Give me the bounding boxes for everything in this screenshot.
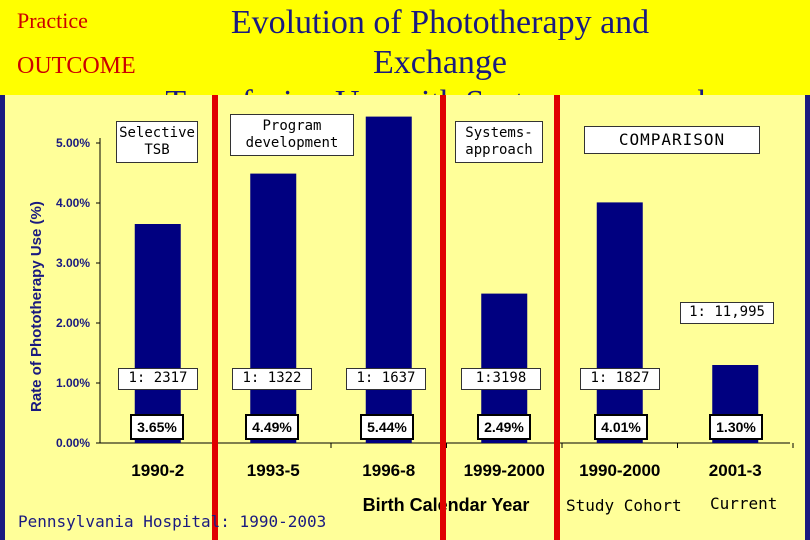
ratio-2001-3: 1: 11,995 — [680, 302, 774, 324]
x-tick-label: 1990-2000 — [579, 461, 660, 480]
ratio-1990-2: 1: 2317 — [118, 368, 198, 390]
x-tick-label: 1999-2000 — [464, 461, 545, 480]
ratio-1996-8: 1: 1637 — [346, 368, 426, 390]
ratio-1993-5: 1: 1322 — [232, 368, 312, 390]
phase-selective-tsb: Selective TSB — [116, 121, 198, 163]
ratio-1990-2000: 1: 1827 — [580, 368, 660, 390]
x-tick-label: 1996-8 — [362, 461, 415, 480]
outcome-label: OUTCOME — [17, 53, 136, 79]
current-note: Current — [710, 494, 778, 513]
hospital-footnote: Pennsylvania Hospital: 1990-2003 — [18, 512, 327, 531]
value-label-1993-5: 4.49% — [245, 414, 299, 440]
value-label-1990-2000: 4.01% — [594, 414, 648, 440]
y-tick-label: 2.00% — [56, 316, 90, 330]
study-cohort-note: Study Cohort — [566, 496, 682, 515]
practice-label: Practice — [17, 8, 88, 33]
ratio-1999-2000: 1:3198 — [461, 368, 541, 390]
phase-program-development: Program development — [230, 114, 354, 156]
y-tick-label: 1.00% — [56, 376, 90, 390]
y-tick-label: 5.00% — [56, 136, 90, 150]
y-tick-label: 4.00% — [56, 196, 90, 210]
comparison-label: COMPARISON — [584, 126, 760, 154]
value-label-1999-2000: 2.49% — [477, 414, 531, 440]
x-tick-label: 1990-2 — [131, 461, 184, 480]
left-border — [0, 0, 5, 540]
x-tick-label: 1993-5 — [247, 461, 300, 480]
bar-1990-2 — [134, 224, 181, 443]
y-axis-label: Rate of Phototherapy Use (%) — [28, 201, 45, 412]
phase-systems-approach: Systems-approach — [455, 121, 543, 163]
x-tick-label: 2001-3 — [709, 461, 762, 480]
y-tick-label: 3.00% — [56, 256, 90, 270]
y-tick-label: 0.00% — [56, 436, 90, 450]
value-label-2001-3: 1.30% — [709, 414, 763, 440]
value-label-1990-2: 3.65% — [130, 414, 184, 440]
bar-1996-8 — [365, 116, 412, 443]
bar-1990-2000 — [596, 202, 643, 443]
value-label-1996-8: 5.44% — [360, 414, 414, 440]
header-band: Practice OUTCOME Evolution of Photothera… — [0, 0, 810, 121]
right-border — [805, 0, 810, 540]
bar-1993-5 — [250, 173, 297, 443]
